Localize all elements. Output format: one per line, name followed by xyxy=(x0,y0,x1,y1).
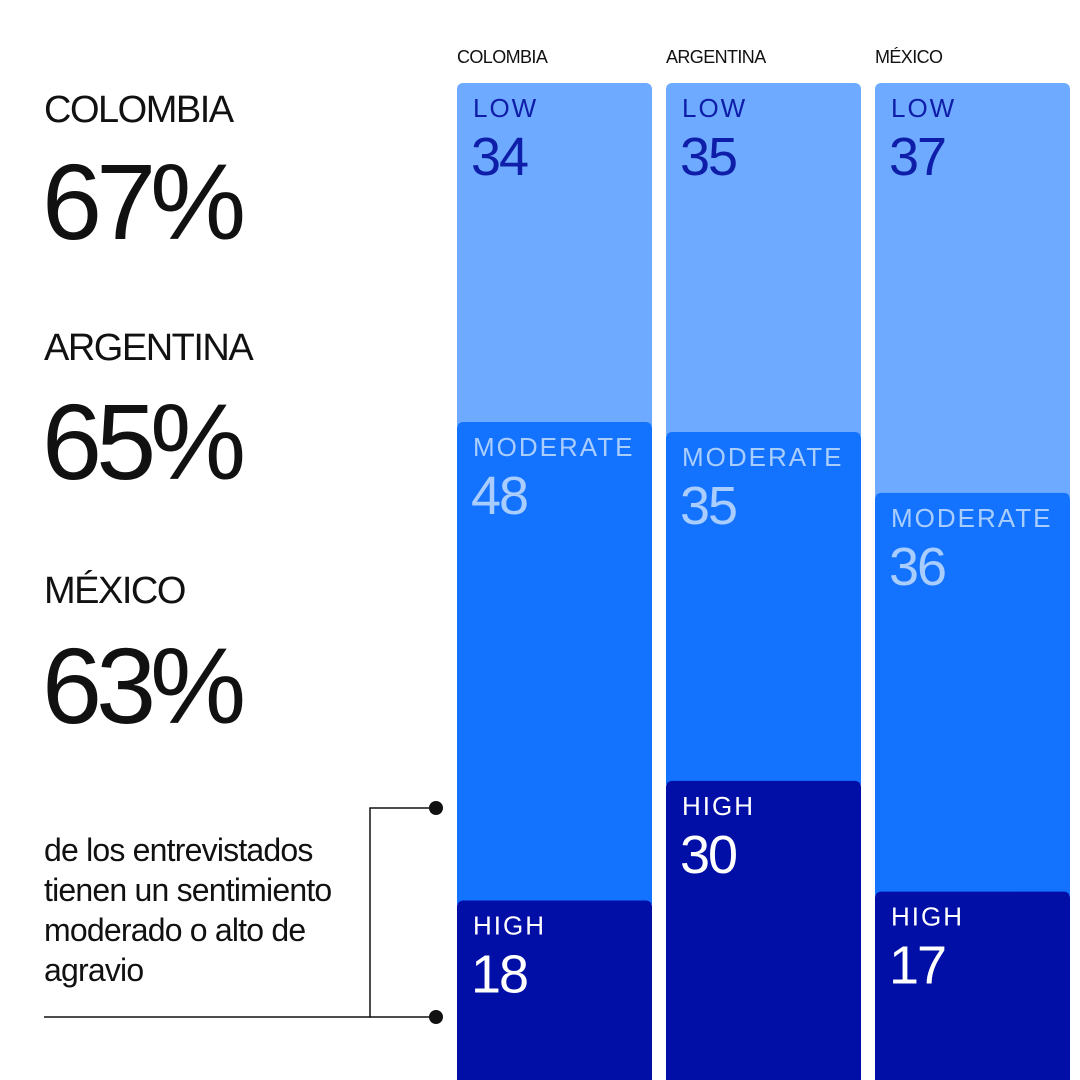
bracket-dot-bottom xyxy=(429,1010,443,1024)
summary-country-mexico: MÉXICO xyxy=(44,570,186,612)
column-header-argentina: ARGENTINA xyxy=(666,47,766,67)
segment-label-colombia-moderate: MODERATE xyxy=(473,432,634,462)
bar-colombia-low xyxy=(457,83,652,430)
segment-value-mexico-low: 37 xyxy=(889,127,945,187)
segment-label-colombia-low: LOW xyxy=(473,93,538,123)
segment-label-argentina-low: LOW xyxy=(682,93,747,123)
segment-value-mexico-moderate: 36 xyxy=(889,537,945,597)
column-header-mexico: MÉXICO xyxy=(875,47,943,67)
summary-percent-colombia: 67% xyxy=(42,141,246,262)
segment-value-mexico-high: 17 xyxy=(889,936,945,996)
bracket-line xyxy=(44,807,436,1018)
summary-percent-argentina: 65% xyxy=(42,381,246,502)
bar-segment-colombia-low: LOW 34 xyxy=(457,83,652,430)
segment-value-argentina-low: 35 xyxy=(680,127,736,187)
summary-country-colombia: COLOMBIA xyxy=(44,89,234,131)
bar-segment-argentina-low: LOW 35 xyxy=(666,83,861,440)
bar-mexico-high xyxy=(875,891,1070,1080)
segment-label-colombia-high: HIGH xyxy=(473,911,546,941)
bar-argentina-high xyxy=(666,780,861,1080)
segment-value-colombia-high: 18 xyxy=(471,945,527,1005)
bar-colombia-moderate xyxy=(457,421,652,909)
segment-value-colombia-moderate: 48 xyxy=(471,466,527,526)
segment-label-argentina-high: HIGH xyxy=(682,791,755,821)
bar-segment-mexico-low: LOW 37 xyxy=(875,83,1070,501)
summary-country-argentina: ARGENTINA xyxy=(44,327,254,369)
segment-value-argentina-moderate: 35 xyxy=(680,476,736,536)
segment-label-mexico-high: HIGH xyxy=(891,902,964,932)
bar-segment-argentina-moderate: MODERATE 35 xyxy=(666,431,861,789)
bar-segment-argentina-high: HIGH 30 xyxy=(666,780,861,1080)
bar-argentina-low xyxy=(666,83,861,440)
bar-segment-colombia-high: HIGH 18 xyxy=(457,900,652,1080)
summary-percent-mexico: 63% xyxy=(42,625,246,746)
bar-segment-colombia-moderate: MODERATE 48 xyxy=(457,421,652,909)
segment-label-mexico-low: LOW xyxy=(891,93,956,123)
caption-text: de los entrevistados tienen un sentimien… xyxy=(44,832,332,988)
bar-argentina-moderate xyxy=(666,431,861,789)
bar-segment-mexico-high: HIGH 17 xyxy=(875,891,1070,1080)
bar-segment-mexico-moderate: MODERATE 36 xyxy=(875,492,1070,900)
segment-value-colombia-low: 34 xyxy=(471,127,528,187)
segment-label-argentina-moderate: MODERATE xyxy=(682,442,843,472)
bar-mexico-low xyxy=(875,83,1070,501)
bar-mexico-moderate xyxy=(875,492,1070,900)
segment-label-mexico-moderate: MODERATE xyxy=(891,503,1052,533)
column-header-colombia: COLOMBIA xyxy=(457,47,548,67)
bar-colombia-high xyxy=(457,900,652,1080)
segment-value-argentina-high: 30 xyxy=(680,825,736,885)
bracket-dot-top xyxy=(429,801,443,815)
